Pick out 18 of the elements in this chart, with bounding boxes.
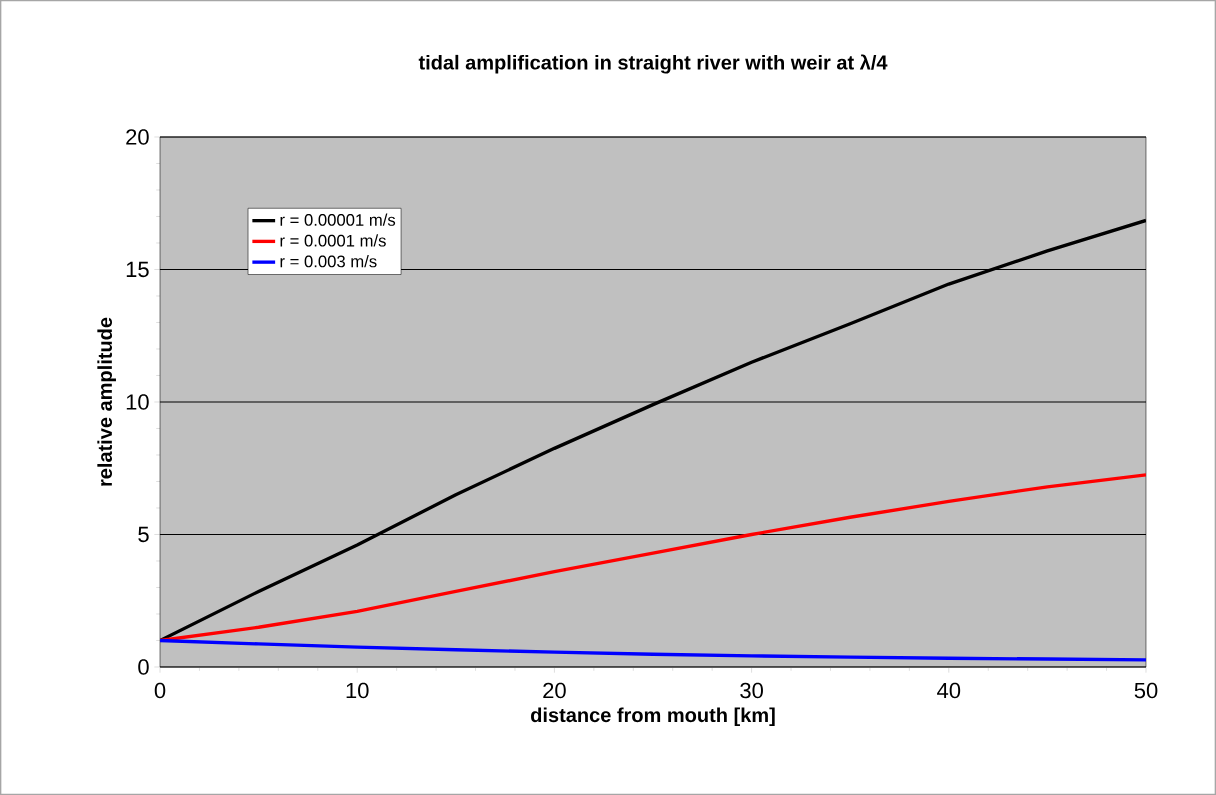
x-tick-label: 20 [543,682,566,699]
x-tick-label: 30 [740,682,763,699]
y-tick-label: 15 [126,261,149,278]
legend-label: r = 0.003 m/s [280,255,377,268]
x-axis-title: distance from mouth [km] [531,707,775,727]
y-tick-label: 5 [138,526,149,543]
x-tick-label: 0 [154,682,166,699]
chart-title: tidal amplification in straight river with weir at λ/4 [418,54,888,74]
line-series [160,638,1146,662]
x-tick-label: 10 [346,682,369,699]
y-axis-title: relative amplitude [97,317,116,486]
legend-label: r = 0.0001 m/s [280,234,386,247]
y-tick-label: 20 [126,129,149,145]
y-tick-label: 10 [126,394,149,410]
x-tick-label: 40 [937,682,961,699]
y-tick-label: 0 [138,659,149,675]
x-tick-label: 50 [1134,682,1158,699]
legend-label: r = 0.00001 m/s [280,213,396,226]
